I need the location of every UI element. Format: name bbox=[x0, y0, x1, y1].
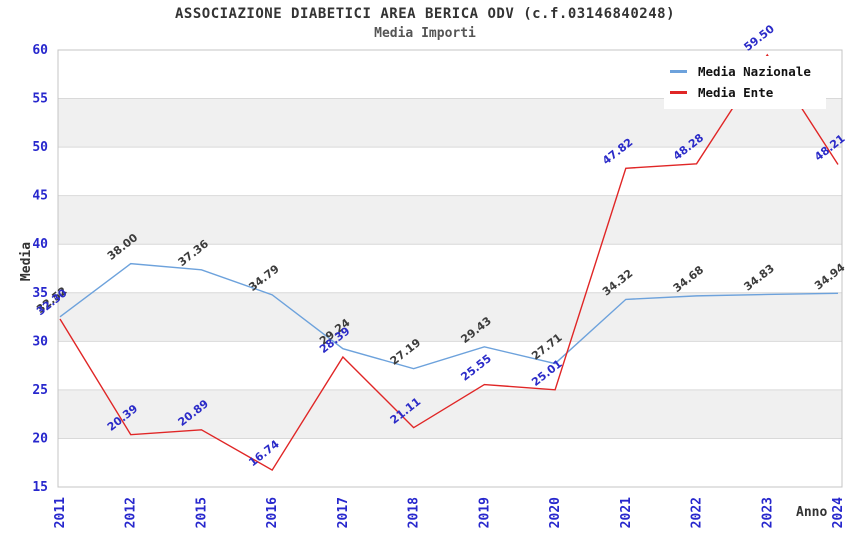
legend-swatch-nazionale-icon bbox=[670, 70, 687, 73]
plot-band bbox=[58, 292, 842, 342]
x-tick-label: 2015 bbox=[194, 497, 209, 528]
x-tick-label: 2022 bbox=[690, 497, 705, 528]
legend-item-media-nazionale[interactable]: Media Nazionale bbox=[670, 61, 820, 82]
plot-band bbox=[58, 147, 842, 196]
y-tick-label: 15 bbox=[32, 480, 48, 495]
line-media-ente bbox=[59, 53, 839, 472]
chart-subtitle: Media Importi bbox=[374, 26, 476, 41]
plot-band bbox=[58, 244, 842, 293]
legend: Media Nazionale Media Ente bbox=[664, 56, 826, 109]
plot-band bbox=[58, 195, 842, 245]
y-tick-label: 35 bbox=[32, 286, 48, 301]
y-tick-label: 55 bbox=[32, 92, 48, 107]
plot-band bbox=[58, 341, 842, 390]
y-tick-label: 60 bbox=[32, 43, 48, 58]
legend-label-ente: Media Ente bbox=[698, 85, 774, 100]
x-tick-label: 2012 bbox=[124, 497, 139, 528]
legend-item-media-ente[interactable]: Media Ente bbox=[670, 82, 820, 103]
x-axis-title: Anno bbox=[796, 505, 828, 520]
y-tick-label: 40 bbox=[32, 237, 48, 252]
legend-swatch-ente-icon bbox=[670, 91, 687, 94]
x-tick-label: 2021 bbox=[619, 497, 634, 528]
chart-title: ASSOCIAZIONE DIABETICI AREA BERICA ODV (… bbox=[174, 6, 675, 22]
x-tick-label: 2024 bbox=[831, 497, 846, 528]
x-tick-label: 2017 bbox=[336, 497, 351, 528]
data-point-label: 59.50 bbox=[741, 22, 777, 54]
x-tick-label: 2019 bbox=[477, 497, 492, 528]
y-tick-label: 20 bbox=[32, 431, 48, 446]
x-tick-label: 2020 bbox=[548, 497, 563, 528]
x-tick-label: 2016 bbox=[265, 497, 280, 528]
line-media-nazionale bbox=[59, 262, 839, 370]
x-tick-label: 2018 bbox=[407, 497, 422, 528]
plot-frame bbox=[57, 49, 843, 488]
y-tick-label: 30 bbox=[32, 334, 48, 349]
y-axis-title: Media bbox=[19, 241, 35, 282]
y-tick-label: 45 bbox=[32, 189, 48, 204]
y-tick-label: 25 bbox=[32, 383, 48, 398]
y-tick-label: 50 bbox=[32, 140, 48, 155]
legend-label-nazionale: Media Nazionale bbox=[698, 64, 811, 79]
x-tick-label: 2011 bbox=[53, 497, 68, 528]
x-tick-label: 2023 bbox=[760, 497, 775, 528]
plot-band bbox=[58, 438, 842, 487]
